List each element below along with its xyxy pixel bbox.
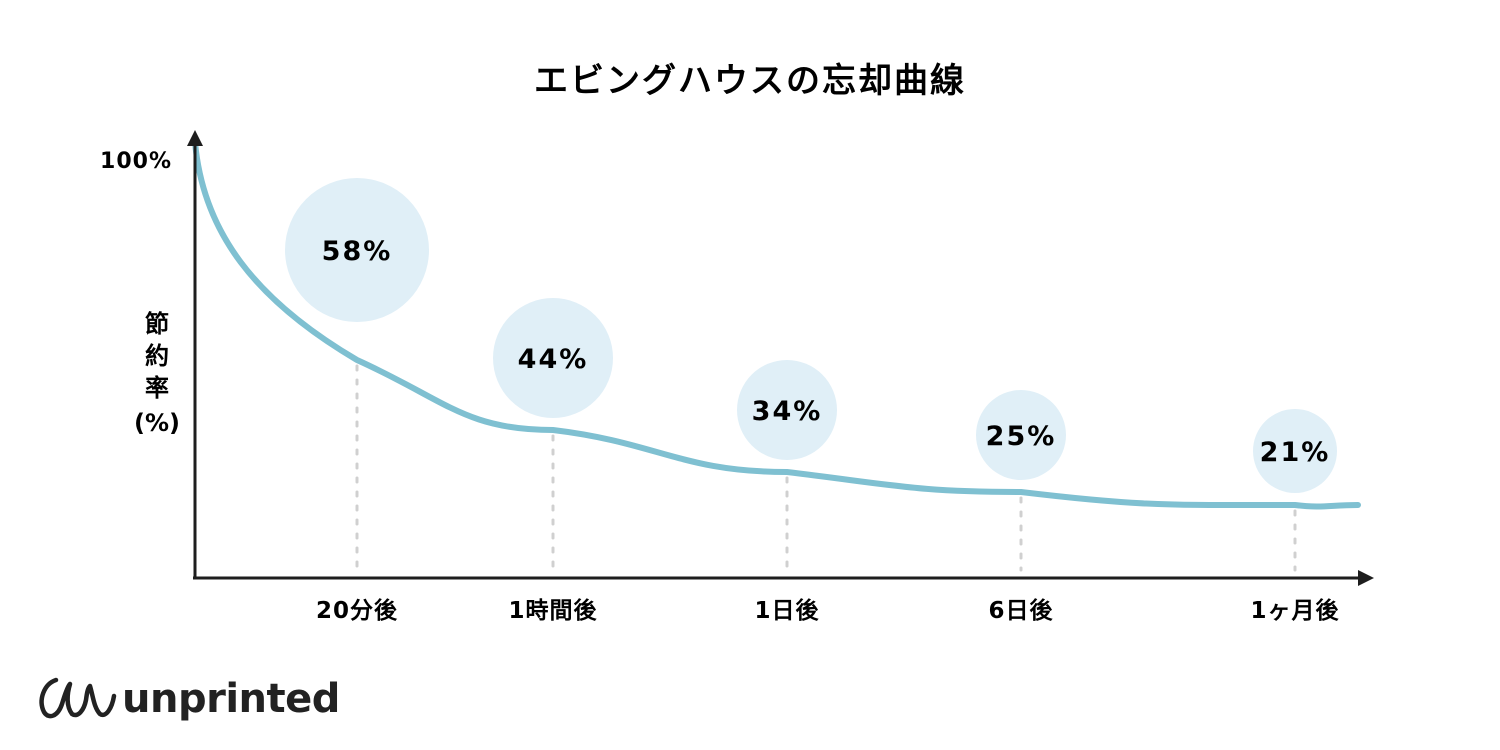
x-tick-label: 1時間後 <box>508 597 597 624</box>
chart-title: エビングハウスの忘却曲線 <box>534 61 966 101</box>
forgetting-curve-line <box>192 139 1361 510</box>
data-label: 25% <box>986 421 1057 452</box>
data-label: 44% <box>518 344 589 375</box>
x-tick-label: 1日後 <box>754 597 819 624</box>
y-label-line-3: 率 <box>145 374 169 402</box>
y-label-line-1: 節 <box>145 310 169 338</box>
x-axis-arrow-icon <box>1358 570 1374 586</box>
x-tick-label: 1ヶ月後 <box>1250 597 1339 624</box>
y-label-line-2: 約 <box>145 342 169 370</box>
data-label: 21% <box>1260 437 1331 468</box>
y-tick-100: 100% <box>100 149 172 174</box>
data-label: 58% <box>322 236 393 267</box>
data-label: 34% <box>752 396 823 427</box>
data-bubble <box>493 298 613 418</box>
data-bubbles <box>285 178 1337 493</box>
y-label-line-4: (%) <box>134 409 180 437</box>
axes <box>187 130 1374 586</box>
unprinted-logo-mark-icon <box>39 677 117 719</box>
y-axis-label: 節 約 率 (%) <box>134 310 180 437</box>
guide-lines <box>355 364 1297 572</box>
x-tick-label: 6日後 <box>988 597 1053 624</box>
data-bubble <box>1253 409 1337 493</box>
brand-logo-text: unprinted <box>122 676 340 722</box>
x-tick-labels: 20分後 1時間後 1日後 6日後 1ヶ月後 <box>316 597 1339 624</box>
x-tick-label: 20分後 <box>316 597 398 624</box>
data-bubble <box>285 178 429 322</box>
data-labels: 58% 44% 34% 25% 21% <box>322 236 1331 468</box>
data-bubble <box>976 390 1066 480</box>
data-bubble <box>737 360 837 460</box>
brand-logo: unprinted <box>39 676 340 722</box>
y-axis-arrow-icon <box>187 130 203 146</box>
